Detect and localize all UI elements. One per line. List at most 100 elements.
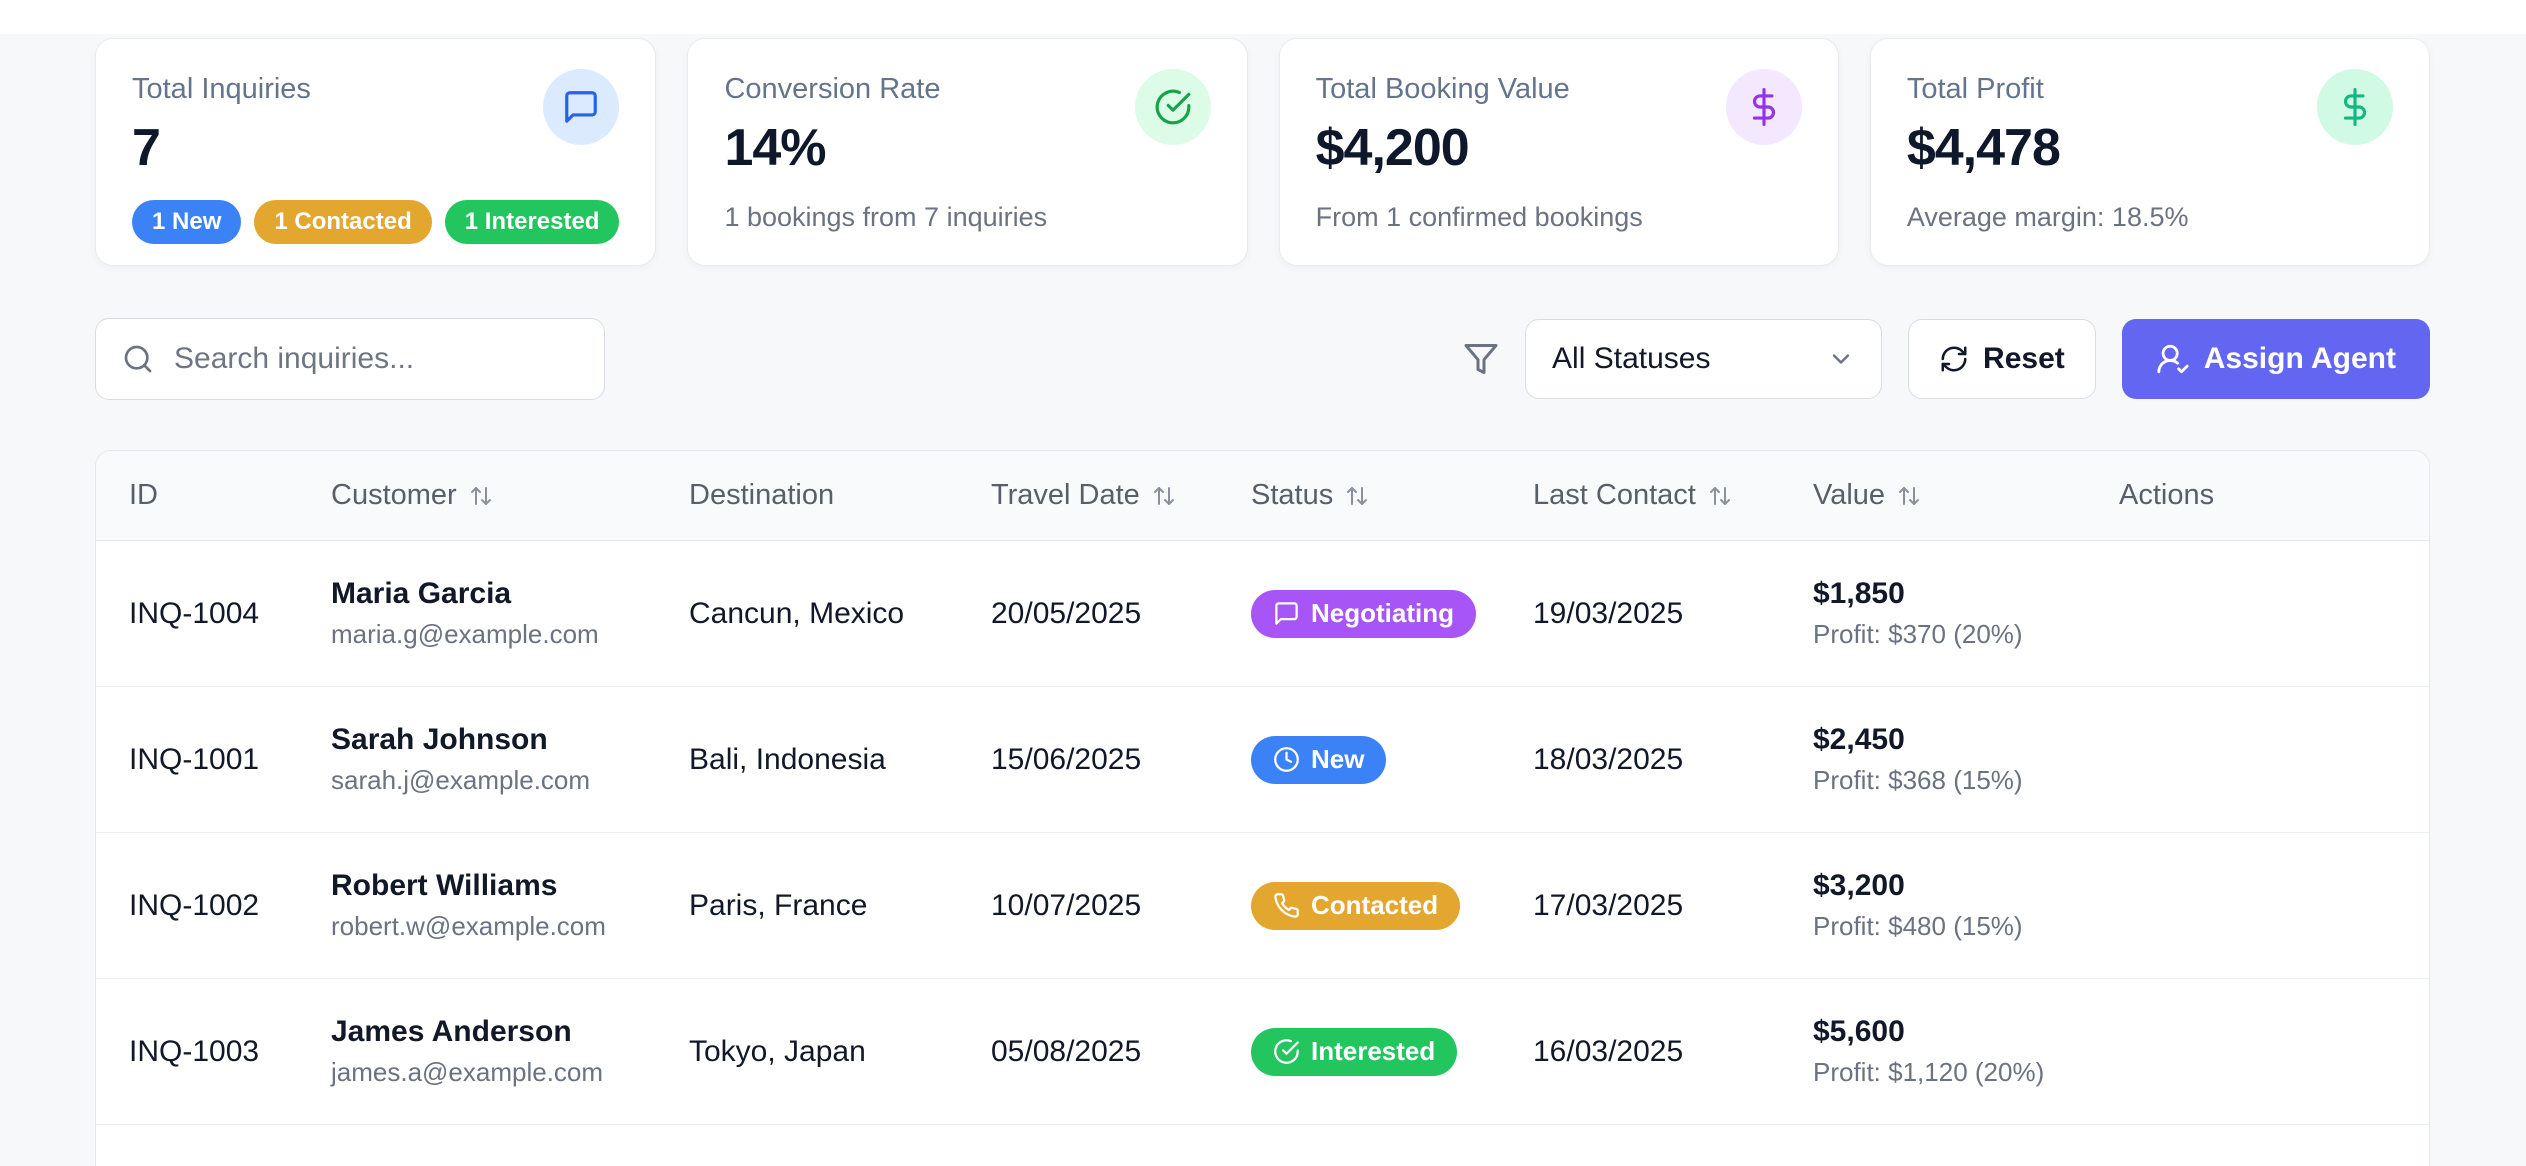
table-header-row: ID Customer Destination Travel Date Stat… xyxy=(96,451,2429,541)
column-header-value[interactable]: Value xyxy=(1780,479,2086,512)
status-badge: Interested xyxy=(1251,1027,1458,1076)
profit-text: Profit: $370 (20%) xyxy=(1813,619,2023,649)
stat-label: Total Inquiries xyxy=(132,73,311,105)
stat-subtext: From 1 confirmed bookings xyxy=(1315,202,1643,232)
assign-agent-button-label: Assign Agent xyxy=(2203,342,2396,375)
sort-icon xyxy=(1899,486,1920,505)
value-cell: $2,450 Profit: $368 (15%) xyxy=(1780,723,2086,796)
badge-contacted: 1 Contacted xyxy=(254,200,432,244)
search-input[interactable] xyxy=(174,342,578,376)
table-row[interactable]: INQ-1001 Sarah Johnson sarah.j@example.c… xyxy=(96,687,2429,833)
stat-label: Total Booking Value xyxy=(1315,73,1570,105)
search-box[interactable] xyxy=(95,318,605,400)
status-cell: New xyxy=(1218,735,1500,784)
customer-email: robert.w@example.com xyxy=(331,911,606,941)
table-row[interactable]: INQ-1002 Robert Williams robert.w@exampl… xyxy=(96,833,2429,979)
customer-name: Maria Garcia xyxy=(331,577,512,610)
travel-date: 05/08/2025 xyxy=(991,1034,1142,1068)
profit-text: Profit: $368 (15%) xyxy=(1813,765,2023,795)
travel-date: 15/06/2025 xyxy=(991,742,1142,776)
status-badge: New xyxy=(1251,735,1387,784)
stat-card-total-profit: Total Profit $4,478 Average margin: 18.5… xyxy=(1869,38,2430,266)
value-cell: $3,200 Profit: $480 (15%) xyxy=(1780,869,2086,942)
top-header-edge xyxy=(0,0,2526,34)
last-contact: 16/03/2025 xyxy=(1533,1034,1684,1068)
stat-card-total-inquiries: Total Inquiries 7 1 New 1 Contacted 1 In… xyxy=(95,38,657,266)
stats-row: Total Inquiries 7 1 New 1 Contacted 1 In… xyxy=(95,38,2430,266)
destination: Paris, France xyxy=(689,888,868,922)
sort-icon xyxy=(1709,486,1730,505)
customer-cell: Robert Williams robert.w@example.com xyxy=(298,869,656,942)
inquiry-id: INQ-1003 xyxy=(129,1034,260,1068)
last-contact: 18/03/2025 xyxy=(1533,742,1684,776)
booking-value: $3,200 xyxy=(1813,869,1905,902)
table-row-partial xyxy=(96,1125,2429,1166)
column-header-status[interactable]: Status xyxy=(1218,479,1500,512)
table-row[interactable]: INQ-1003 James Anderson james.a@example.… xyxy=(96,979,2429,1125)
sort-icon xyxy=(1153,486,1174,505)
customer-cell: Sarah Johnson sarah.j@example.com xyxy=(298,723,656,796)
dollar-icon xyxy=(1725,69,1802,145)
dollar-icon xyxy=(2317,69,2393,145)
status-badge: Negotiating xyxy=(1251,589,1476,638)
check-circle-icon xyxy=(1274,1039,1299,1064)
table-row[interactable]: INQ-1004 Maria Garcia maria.g@example.co… xyxy=(96,541,2429,687)
stat-value: 7 xyxy=(132,119,161,177)
stat-value: 14% xyxy=(724,119,826,177)
profit-text: Profit: $480 (15%) xyxy=(1813,911,2023,941)
column-header-last-contact[interactable]: Last Contact xyxy=(1500,479,1780,512)
dashboard-page: Total Inquiries 7 1 New 1 Contacted 1 In… xyxy=(0,34,2526,1166)
booking-value: $1,850 xyxy=(1813,577,1905,610)
customer-name: Sarah Johnson xyxy=(331,723,548,756)
customer-email: sarah.j@example.com xyxy=(331,765,591,795)
stat-label: Total Profit xyxy=(1906,73,2044,105)
funnel-icon xyxy=(1464,344,1498,374)
value-cell: $1,850 Profit: $370 (20%) xyxy=(1780,577,2086,650)
stat-subtext: Average margin: 18.5% xyxy=(1906,202,2189,232)
status-cell: Interested xyxy=(1218,1027,1500,1076)
search-icon xyxy=(124,345,152,373)
value-cell: $5,600 Profit: $1,120 (20%) xyxy=(1780,1015,2086,1088)
status-cell: Negotiating xyxy=(1218,589,1500,638)
stat-card-total-booking-value: Total Booking Value $4,200 From 1 confir… xyxy=(1278,38,1839,266)
inquiry-id: INQ-1001 xyxy=(129,742,260,776)
message-bubble-icon xyxy=(1275,602,1298,625)
status-filter-select[interactable]: All Statuses xyxy=(1525,319,1883,399)
stat-value: $4,478 xyxy=(1906,119,2061,177)
customer-cell: James Anderson james.a@example.com xyxy=(298,1015,656,1088)
status-filter-value: All Statuses xyxy=(1552,342,1711,375)
travel-date: 10/07/2025 xyxy=(991,888,1142,922)
travel-date: 20/05/2025 xyxy=(991,596,1142,630)
clock-icon xyxy=(1274,747,1299,772)
reset-button[interactable]: Reset xyxy=(1908,319,2096,399)
toolbar: All Statuses Reset Assign Agent xyxy=(95,318,2430,400)
reset-button-label: Reset xyxy=(1983,342,2065,375)
last-contact: 19/03/2025 xyxy=(1533,596,1684,630)
sort-icon xyxy=(470,486,491,505)
destination: Cancun, Mexico xyxy=(689,596,905,630)
booking-value: $5,600 xyxy=(1813,1015,1905,1048)
check-circle-icon xyxy=(1134,69,1211,145)
column-header-actions: Actions xyxy=(2119,479,2215,511)
column-header-destination: Destination xyxy=(689,479,835,511)
inquiry-id: INQ-1004 xyxy=(129,596,260,630)
booking-value: $2,450 xyxy=(1813,723,1905,756)
destination: Tokyo, Japan xyxy=(689,1034,866,1068)
assign-agent-button[interactable]: Assign Agent xyxy=(2121,319,2430,399)
badge-new: 1 New xyxy=(132,200,242,244)
customer-cell: Maria Garcia maria.g@example.com xyxy=(298,577,656,650)
destination: Bali, Indonesia xyxy=(689,742,886,776)
badge-interested: 1 Interested xyxy=(444,200,620,244)
sort-icon xyxy=(1347,486,1368,505)
inquiries-table: ID Customer Destination Travel Date Stat… xyxy=(95,450,2430,1166)
column-header-customer[interactable]: Customer xyxy=(298,479,656,512)
status-badge: Contacted xyxy=(1251,881,1461,930)
customer-name: James Anderson xyxy=(331,1015,572,1048)
chevron-down-icon xyxy=(1832,354,1850,364)
message-bubble-icon xyxy=(543,69,620,145)
customer-email: maria.g@example.com xyxy=(331,619,599,649)
last-contact: 17/03/2025 xyxy=(1533,888,1684,922)
customer-name: Robert Williams xyxy=(331,869,558,902)
column-header-travel-date[interactable]: Travel Date xyxy=(958,479,1218,512)
refresh-icon xyxy=(1941,346,1967,372)
